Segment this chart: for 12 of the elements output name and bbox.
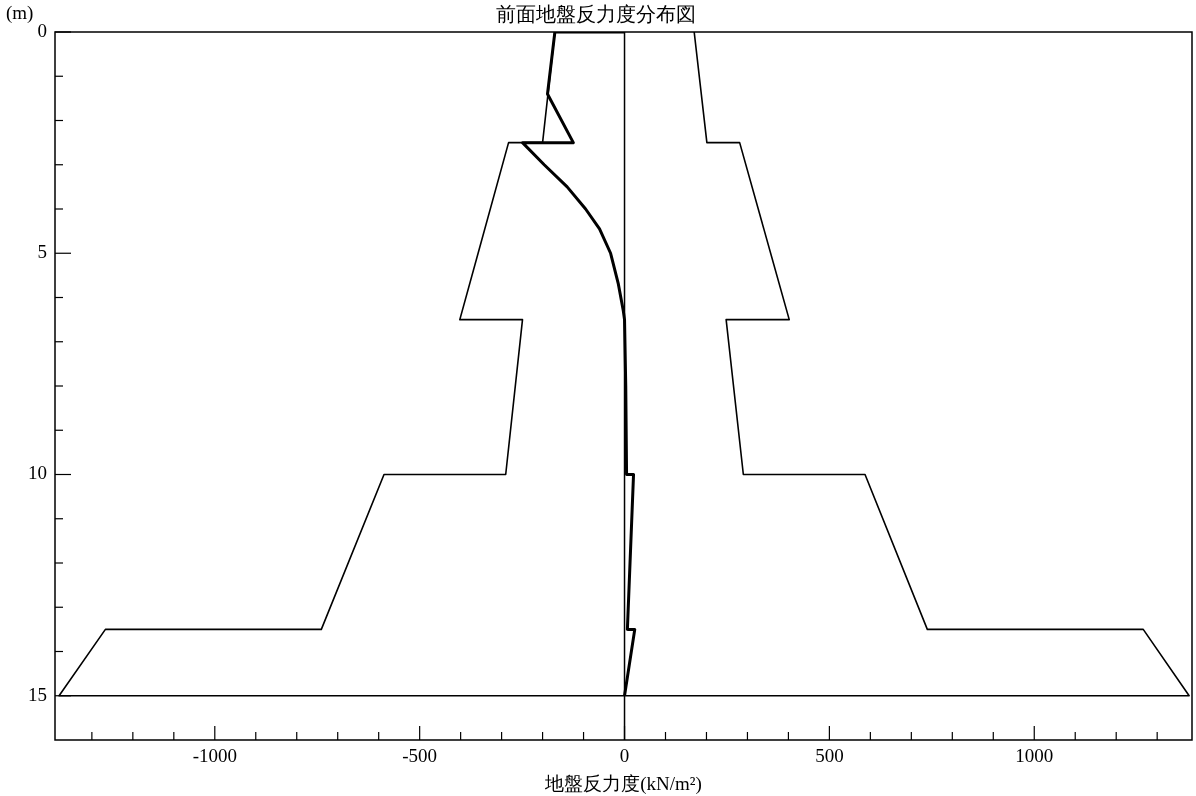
x-axis-title: 地盤反力度(kN/m²) [544, 772, 702, 795]
x-tick-label: -1000 [192, 745, 237, 767]
y-tick-label: 15 [28, 683, 47, 705]
y-tick-label: 10 [28, 462, 47, 484]
y-tick-label: 5 [37, 241, 47, 263]
y-axis-title: (m) [6, 1, 34, 24]
x-tick-label: 1000 [1015, 745, 1054, 767]
x-tick-label: 0 [619, 745, 630, 767]
x-tick-label: -500 [402, 745, 438, 767]
x-tick-label: 500 [815, 745, 844, 767]
chart-title: 前面地盤反力度分布図 [496, 3, 696, 26]
y-tick-label: 0 [37, 19, 47, 41]
